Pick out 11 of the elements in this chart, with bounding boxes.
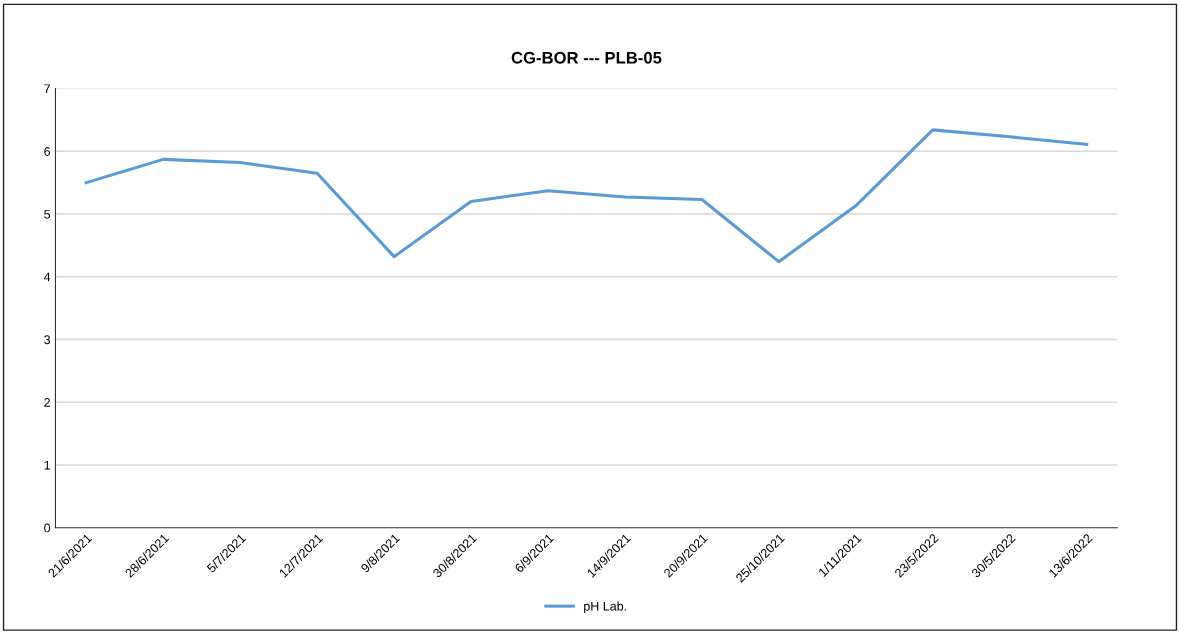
y-tick-label: 2 bbox=[44, 398, 50, 407]
legend-label: pH Lab. bbox=[584, 601, 626, 614]
line-series bbox=[84, 128, 1089, 264]
chart-title: CG-BOR --- PLB-05 bbox=[511, 51, 662, 64]
y-tick-label: 4 bbox=[43, 272, 51, 282]
y-tick-label: 1 bbox=[44, 460, 50, 470]
y-tick-label: 0 bbox=[44, 523, 51, 533]
y-tick-label: 3 bbox=[44, 335, 51, 345]
y-tick-label: 6 bbox=[44, 147, 51, 156]
y-tick-label: 5 bbox=[44, 209, 51, 219]
y-tick-label: 7 bbox=[44, 84, 50, 94]
